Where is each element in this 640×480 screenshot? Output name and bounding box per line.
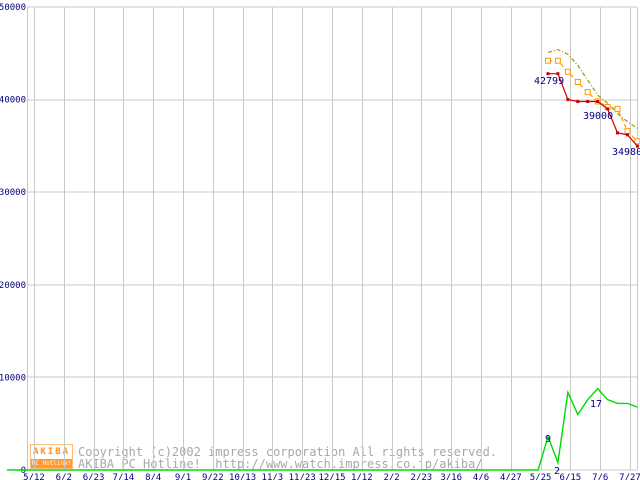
series-lowest-price-markers: [546, 72, 639, 148]
marker: [566, 98, 570, 102]
x-tick-label: 3/16: [440, 473, 462, 480]
marker: [564, 68, 571, 75]
y-tick-label: 50000: [0, 3, 26, 13]
y-tick-label: 40000: [0, 96, 26, 106]
marker: [586, 100, 590, 103]
y-tick-label: 10000: [0, 373, 26, 383]
x-tick-label: 2/23: [411, 473, 433, 480]
x-tick-label: 11/23: [289, 473, 316, 480]
annotation-labels: 42799 39000 34980 9 2 17: [534, 76, 640, 477]
marker: [624, 128, 631, 135]
marker: [584, 89, 591, 96]
series-lowest-price-line: [548, 73, 638, 147]
value-annotation: 34980: [612, 147, 640, 158]
marker: [554, 57, 561, 64]
y-tick-label: 30000: [0, 188, 26, 198]
x-tick-label: 7/6: [592, 473, 608, 480]
x-tick-label: 5/12: [23, 473, 45, 480]
value-annotation: 2: [554, 466, 560, 477]
marker: [634, 138, 640, 145]
y-tick-label: 0: [21, 466, 26, 476]
x-tick-label: 6/23: [83, 473, 105, 480]
x-tick-label: 6/2: [56, 473, 72, 480]
marker: [606, 107, 610, 111]
marker: [614, 105, 621, 112]
x-tick-label: 4/6: [473, 473, 489, 480]
x-tick-label: 10/13: [229, 473, 256, 480]
x-tick-label: 12/15: [318, 473, 345, 480]
marker: [576, 100, 580, 103]
series-highest-price-line: [547, 48, 638, 129]
marker: [626, 133, 629, 137]
marker: [574, 79, 581, 85]
site-url-line: AKIBA PC Hotline! http://www.watch.impre…: [78, 457, 483, 471]
x-tick-label: 8/4: [145, 473, 161, 480]
value-annotation: 39000: [583, 111, 613, 122]
y-axis-labels: 0 10000 20000 30000 40000 50000: [0, 3, 26, 476]
x-tick-label: 6/15: [560, 473, 582, 480]
x-tick-label: 7/14: [113, 473, 135, 480]
marker: [596, 100, 600, 103]
x-tick-label: 11/3: [262, 473, 284, 480]
copyright-line: Copyright (c)2002 impress corporation Al…: [78, 445, 498, 459]
y-tick-label: 20000: [0, 281, 26, 291]
logo-title-text: AKIBA: [32, 447, 71, 457]
x-tick-label: 1/12: [351, 473, 373, 480]
marker: [616, 131, 619, 135]
logo-subtitle-text: PC Hotline!: [31, 459, 72, 468]
x-tick-label: 2/2: [383, 473, 399, 480]
value-annotation: 42799: [534, 76, 564, 87]
series-shop-count-line: [7, 387, 638, 471]
x-axis-labels: 5/12 6/2 6/23 7/14 8/4 9/1 9/22 10/13 11/3 11/23 1…: [23, 473, 640, 480]
value-annotation: 17: [590, 399, 602, 410]
marker: [635, 144, 639, 148]
x-tick-label: 7/27: [619, 473, 640, 480]
akiba-pc-hotline-logo: AKIBA PC Hotline!: [30, 444, 73, 469]
series-average-price-line: [548, 60, 638, 142]
marker: [545, 57, 551, 64]
marker: [556, 72, 560, 76]
x-tick-label: 9/1: [175, 473, 191, 480]
value-annotation: 9: [545, 434, 551, 445]
x-tick-label: 9/22: [202, 473, 224, 480]
x-tick-label: 5/25: [530, 473, 552, 480]
marker: [546, 72, 550, 76]
x-tick-label: 4/27: [500, 473, 522, 480]
